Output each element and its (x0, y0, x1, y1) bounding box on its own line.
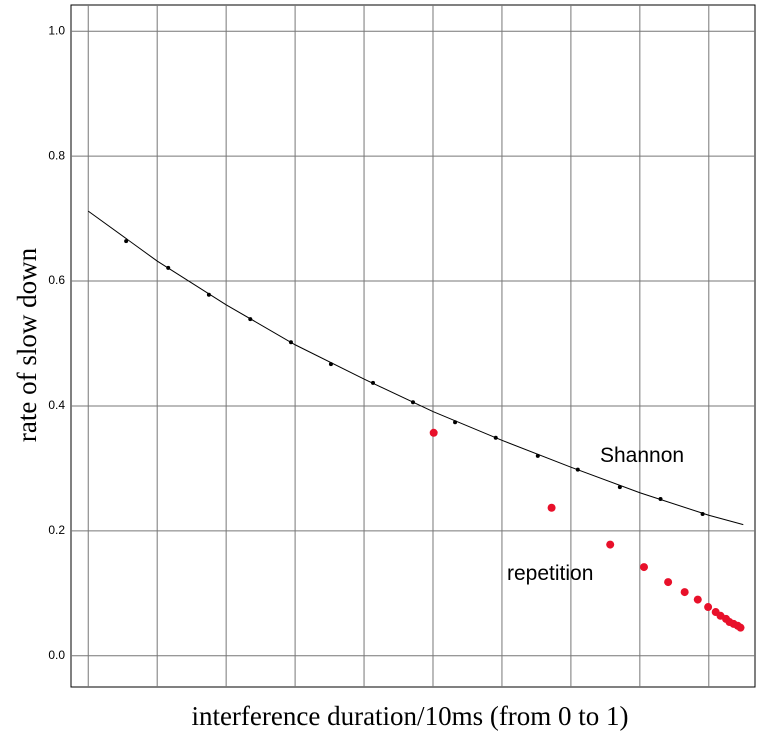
point (206, 292, 211, 297)
fit-curve (87, 210, 744, 526)
y-tick-label: 0.0 (48, 648, 65, 662)
y-tick-label: 0.8 (48, 148, 65, 162)
point (493, 435, 498, 440)
point (736, 623, 745, 632)
point (704, 603, 713, 612)
point (617, 485, 622, 490)
point (371, 380, 376, 385)
point (166, 265, 171, 270)
point (547, 503, 556, 512)
point (453, 420, 458, 425)
plot-frame (70, 4, 756, 688)
series-label: Shannon (600, 444, 684, 467)
point (693, 595, 702, 604)
series-label: repetition (507, 562, 593, 585)
y-tick-label: 0.6 (48, 273, 65, 287)
point (288, 340, 293, 345)
point (248, 317, 253, 322)
point (680, 588, 689, 597)
y-tick-label: 1.0 (48, 23, 65, 37)
point (411, 400, 415, 405)
point (124, 239, 129, 244)
y-tick-label: 0.2 (48, 523, 65, 537)
point (328, 362, 333, 367)
point (429, 428, 438, 437)
point (664, 578, 673, 587)
point (606, 540, 615, 549)
y-axis-label: rate of slow down (12, 247, 42, 442)
point (658, 497, 663, 502)
x-axis-label: interference duration/10ms (from 0 to 1) (191, 701, 628, 731)
point (700, 512, 705, 517)
y-tick-label: 0.4 (48, 398, 65, 412)
point (535, 453, 540, 458)
point (639, 563, 648, 572)
point (575, 467, 580, 472)
